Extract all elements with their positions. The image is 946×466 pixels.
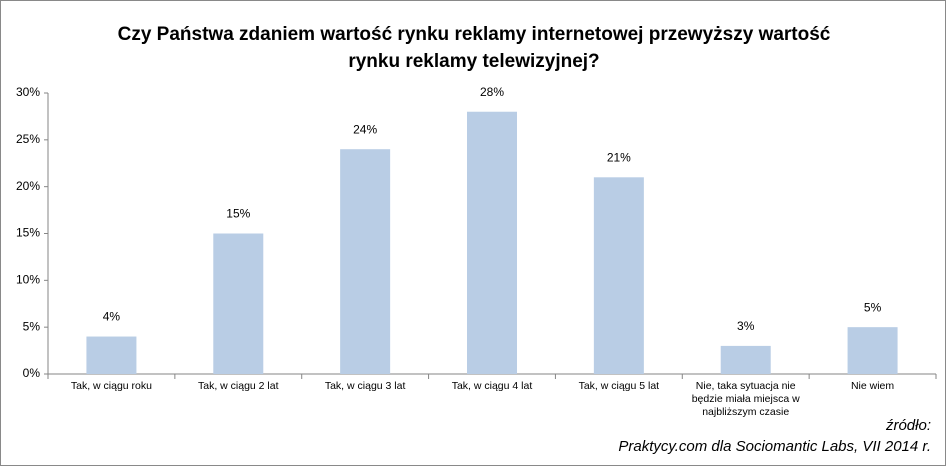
value-label: 15% bbox=[226, 207, 250, 221]
y-tick-label: 5% bbox=[23, 319, 41, 333]
x-label-box: Tak, w ciągu 2 lat bbox=[197, 380, 279, 392]
bar bbox=[213, 233, 264, 374]
y-tick-label: 30% bbox=[16, 85, 40, 99]
x-tick-label: Tak, w ciągu 2 lat bbox=[197, 380, 279, 392]
bar bbox=[593, 177, 644, 374]
chart-title: Czy Państwa zdaniem wartość rynku reklam… bbox=[117, 24, 831, 72]
value-label: 5% bbox=[864, 300, 882, 314]
source-label: źródło: bbox=[885, 417, 931, 434]
value-label: 24% bbox=[353, 122, 377, 136]
x-tick-label: Nie wiem bbox=[850, 380, 895, 392]
value-label: 21% bbox=[607, 150, 631, 164]
x-label-box: Tak, w ciągu 3 lat bbox=[324, 380, 406, 392]
bar bbox=[340, 149, 391, 374]
x-label-box: Nie wiem bbox=[850, 380, 895, 392]
x-tick-label: Tak, w ciągu 4 lat bbox=[451, 380, 533, 392]
x-label-box: Tak, w ciągu 5 lat bbox=[578, 380, 660, 392]
y-tick-label: 10% bbox=[16, 273, 40, 287]
value-label: 28% bbox=[480, 85, 504, 99]
bar bbox=[847, 327, 898, 374]
value-label: 3% bbox=[737, 319, 755, 333]
x-tick-label: Tak, w ciągu 3 lat bbox=[324, 380, 406, 392]
y-tick-label: 25% bbox=[16, 132, 40, 146]
value-label: 4% bbox=[103, 310, 121, 324]
bar bbox=[86, 336, 137, 374]
x-label-box: Tak, w ciągu roku bbox=[70, 380, 152, 392]
x-label-box: Tak, w ciągu 4 lat bbox=[451, 380, 533, 392]
x-label-box: Nie, taka sytuacja nie będzie miała miej… bbox=[691, 380, 800, 418]
bar bbox=[467, 111, 517, 374]
x-tick-label: Tak, w ciągu 5 lat bbox=[578, 380, 660, 392]
y-tick-label: 0% bbox=[23, 366, 41, 380]
source-text: Praktycy.com dla Sociomantic Labs, VII 2… bbox=[618, 438, 931, 455]
y-tick-label: 15% bbox=[16, 226, 40, 240]
bar bbox=[720, 345, 771, 374]
y-tick-label: 20% bbox=[16, 179, 40, 193]
x-tick-label: Tak, w ciągu roku bbox=[70, 380, 152, 392]
source: źródło: Praktycy.com dla Sociomantic Lab… bbox=[618, 415, 931, 457]
x-tick-label: Nie, taka sytuacja nie będzie miała miej… bbox=[691, 380, 800, 418]
